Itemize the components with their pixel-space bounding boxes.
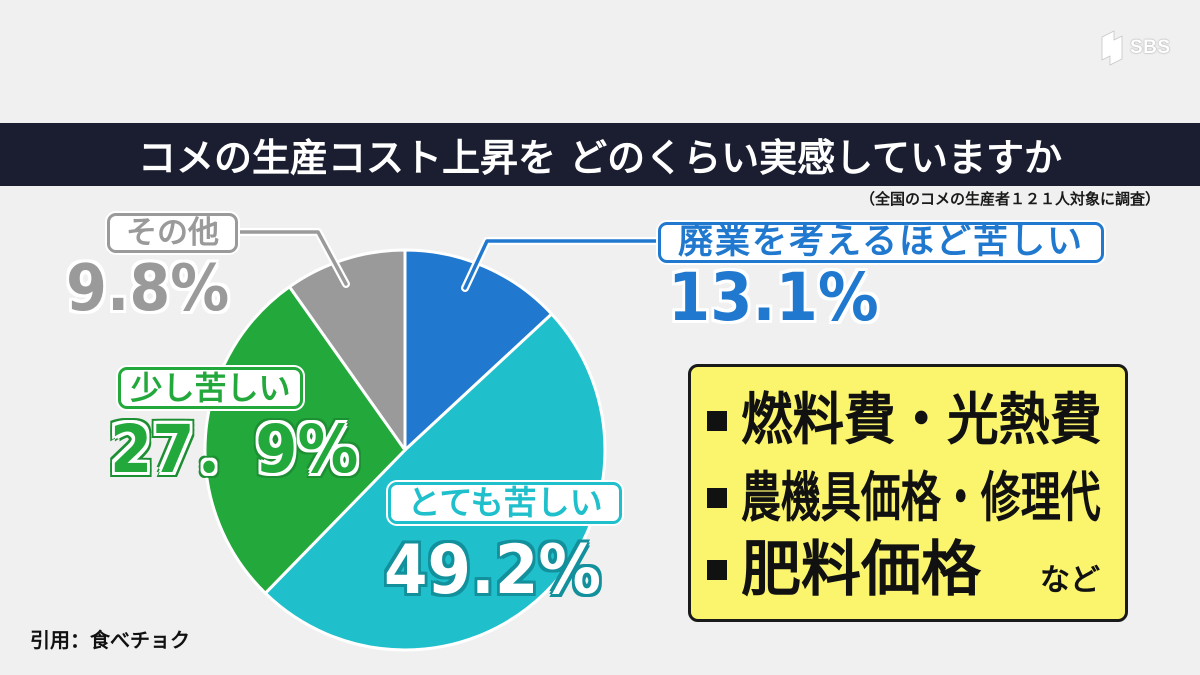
pie-slice-somewhat-hard: [203, 285, 407, 595]
etc-suffix: など: [1040, 563, 1100, 598]
logo-text: SBS: [1130, 37, 1171, 58]
cost-item: 燃料費・光熱費: [691, 389, 1125, 453]
survey-note: （全国のコメの生産者１２１人対象に調査）: [859, 190, 1160, 208]
leader-line-other: [223, 230, 348, 286]
leader-lines: [221, 228, 674, 292]
cost-item-text: 燃料費・光熱費: [741, 388, 1102, 453]
cost-factors-box: 燃料費・光熱費 農機具価格・修理代 肥料価格 など: [688, 364, 1128, 622]
cost-item-text: 肥料価格: [741, 535, 981, 605]
slice-value-somewhat-hard: 27．9%: [110, 411, 359, 488]
leader-line-closing-down: [463, 239, 672, 290]
pie-slice-very-hard: [263, 312, 607, 652]
slice-label-closing-down: 廃業を考えるほど苦しい: [658, 222, 1104, 263]
slice-value-other: 9.8%: [66, 252, 230, 326]
pie-slice-closing-down: [403, 248, 554, 452]
chart-title: コメの生産コスト上昇を どのくらい実感していますか: [137, 136, 1063, 180]
pie-slices: [203, 248, 607, 652]
pie-slice-other: [287, 248, 407, 452]
broadcaster-logo: SBS: [1098, 26, 1190, 70]
cost-item: 肥料価格: [691, 538, 1125, 602]
title-bar: コメの生産コスト上昇を どのくらい実感していますか: [0, 123, 1200, 186]
source-credit: 引用：食べチョク: [30, 628, 190, 652]
slice-label-somewhat-hard: 少し苦しい: [118, 367, 303, 409]
slice-label-very-hard: とても苦しい: [388, 482, 622, 524]
slice-value-very-hard: 49.2%: [384, 531, 602, 610]
square-bullet-icon: [707, 560, 727, 580]
slice-label-other: その他: [107, 213, 238, 253]
square-bullet-icon: [707, 411, 727, 431]
slice-value-closing-down: 13.1%: [668, 259, 879, 336]
square-bullet-icon: [707, 488, 727, 508]
sbs-logo-icon: [1101, 30, 1123, 66]
cost-item-text: 農機具価格・修理代: [741, 466, 1101, 529]
cost-item: 農機具価格・修理代: [691, 466, 1125, 530]
